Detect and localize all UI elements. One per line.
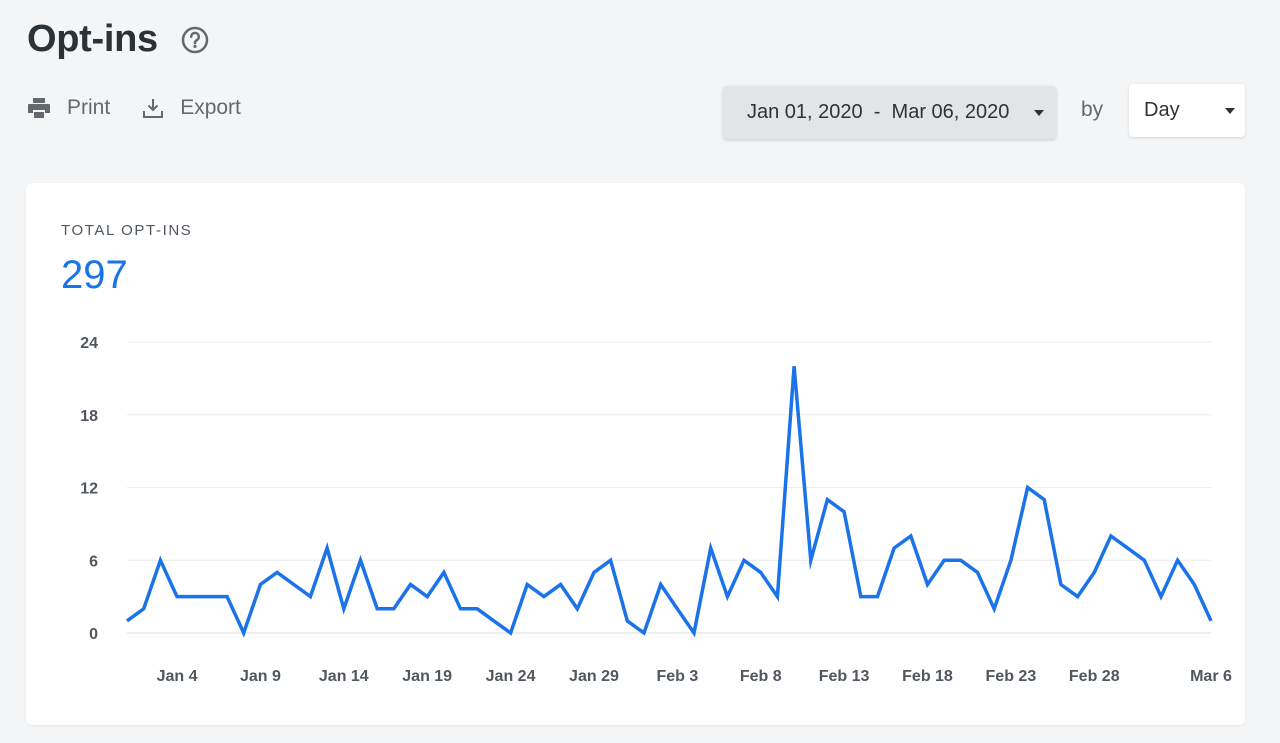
chevron-down-icon — [1225, 108, 1235, 114]
y-tick-label: 6 — [89, 553, 98, 570]
x-tick-label: Mar 6 — [1190, 668, 1232, 685]
y-tick-label: 24 — [80, 335, 98, 352]
page-title: Opt-ins — [27, 18, 158, 60]
y-tick-label: 12 — [80, 481, 98, 498]
date-range-picker[interactable]: Jan 01, 2020 - Mar 06, 2020 — [723, 86, 1056, 139]
y-tick-label: 18 — [80, 408, 98, 425]
by-label: by — [1081, 98, 1104, 121]
x-tick-label: Jan 24 — [486, 668, 536, 685]
x-tick-label: Feb 23 — [986, 668, 1037, 685]
y-tick-label: 0 — [89, 626, 98, 643]
x-tick-label: Jan 19 — [402, 668, 452, 685]
date-range-value: Jan 01, 2020 - Mar 06, 2020 — [747, 101, 1010, 123]
print-button[interactable]: Print — [27, 96, 110, 120]
opt-ins-line-chart: 0 6 12 18 24 Jan 4 Jan 9 Jan 14 Jan 19 Jan 24 Jan … — [80, 335, 1232, 685]
export-label: Export — [180, 96, 241, 119]
interval-value: Day — [1144, 99, 1180, 121]
x-tick-label: Feb 13 — [819, 668, 870, 685]
x-tick-label: Jan 29 — [569, 668, 619, 685]
opt-ins-card: TOTAL OPT-INS 297 0 6 12 18 24 Jan 4 Jan 9 Jan … — [26, 183, 1245, 725]
x-tick-label: Feb 28 — [1069, 668, 1120, 685]
metric-label: TOTAL OPT-INS — [61, 222, 193, 239]
x-tick-label: Feb 18 — [902, 668, 953, 685]
x-tick-label: Feb 8 — [740, 668, 782, 685]
printer-icon — [28, 98, 50, 118]
interval-select[interactable]: Day — [1129, 84, 1245, 137]
metric-value: 297 — [61, 253, 128, 297]
series-line — [125, 366, 1213, 638]
x-tick-label: Jan 4 — [157, 668, 198, 685]
export-button[interactable]: Export — [142, 96, 241, 120]
x-tick-label: Feb 3 — [656, 668, 698, 685]
print-label: Print — [67, 96, 111, 119]
x-tick-label: Jan 9 — [240, 668, 281, 685]
page-header: Opt-ins — [27, 18, 210, 61]
toolbar: Print Export — [27, 96, 273, 120]
help-circle-icon[interactable] — [180, 25, 210, 55]
download-icon — [143, 99, 164, 118]
x-tick-label: Jan 14 — [319, 668, 369, 685]
chevron-down-icon — [1034, 110, 1044, 116]
